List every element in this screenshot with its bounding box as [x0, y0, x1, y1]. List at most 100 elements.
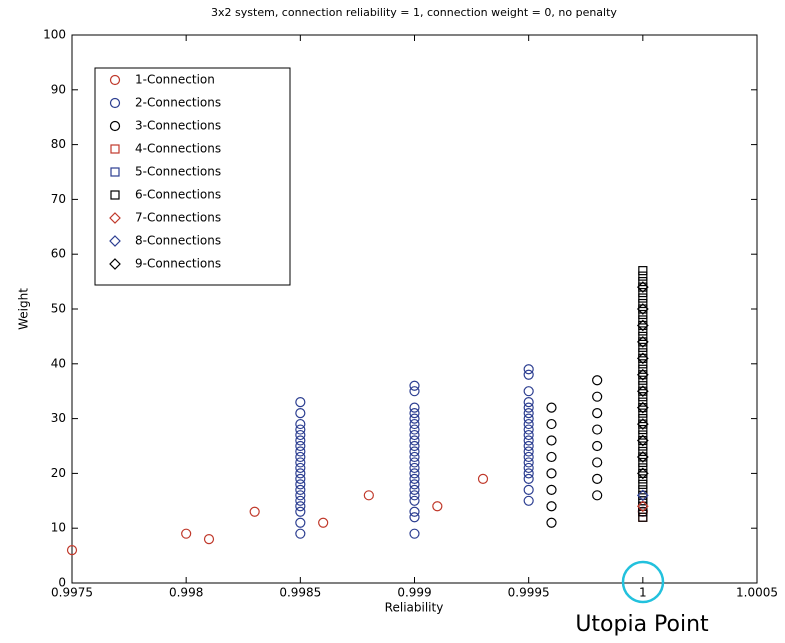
square-marker: [638, 468, 648, 478]
circle-marker: [546, 468, 557, 479]
circle-marker: [295, 479, 306, 490]
square-marker: [638, 370, 648, 380]
circle-marker: [295, 457, 306, 468]
circle-marker: [409, 512, 420, 523]
circle-marker: [523, 435, 534, 446]
square-marker: [638, 419, 648, 429]
circle-marker: [109, 120, 121, 132]
circle-marker: [409, 457, 420, 468]
legend-label: 3-Connections: [135, 119, 221, 133]
circle-marker: [295, 468, 306, 479]
square-marker: [638, 353, 648, 363]
circle-marker: [203, 534, 215, 545]
circle-marker: [295, 462, 306, 474]
circle-marker: [295, 440, 306, 452]
circle-marker: [409, 473, 420, 484]
square-marker: [638, 381, 648, 391]
circle-marker: [592, 391, 603, 402]
square-marker: [638, 298, 648, 309]
circle-marker: [409, 408, 420, 419]
y-tick-label: 90: [51, 82, 66, 96]
square-marker: [638, 485, 648, 495]
square-marker: [110, 167, 120, 177]
square-marker: [638, 348, 648, 358]
circle-marker: [523, 397, 534, 408]
circle-marker: [546, 484, 557, 495]
legend-label: 9-Connections: [135, 257, 221, 271]
diamond-marker: [636, 434, 649, 447]
circle-marker: [295, 484, 306, 495]
circle-marker: [523, 451, 534, 463]
circle-marker: [592, 490, 603, 501]
circle-marker: [295, 473, 306, 484]
square-marker: [638, 277, 648, 287]
circle-marker: [409, 402, 420, 413]
diamond-marker: [636, 467, 649, 480]
y-tick-label: 30: [51, 411, 66, 425]
circle-marker: [318, 517, 329, 528]
circle-marker: [523, 495, 534, 506]
x-tick-label: 1: [639, 586, 647, 600]
square-marker: [638, 282, 648, 292]
circle-marker: [546, 451, 557, 463]
square-marker: [638, 403, 648, 413]
circle-marker: [523, 386, 534, 397]
circle-marker: [181, 528, 192, 539]
legend-label: 5-Connections: [135, 165, 221, 179]
square-marker: [638, 304, 648, 314]
y-tick-label: 70: [51, 192, 66, 206]
square-marker: [638, 424, 648, 435]
diamond-marker: [636, 418, 649, 430]
circle-marker: [523, 369, 534, 380]
diamond-marker: [636, 385, 649, 398]
circle-marker: [523, 440, 534, 452]
circle-marker: [592, 440, 603, 452]
square-marker: [110, 190, 120, 200]
circle-marker: [523, 446, 534, 457]
annotation: Utopia Point: [575, 612, 709, 637]
diamond-marker: [636, 303, 649, 315]
square-marker: [638, 342, 648, 352]
circle-marker: [523, 473, 534, 484]
circle-marker: [295, 429, 306, 441]
circle-marker: [523, 402, 534, 413]
square-marker: [638, 507, 648, 517]
y-tick-label: 10: [51, 521, 66, 535]
circle-marker: [546, 435, 557, 446]
diamond-marker: [109, 235, 121, 247]
legend-label: 1-Connection: [135, 73, 215, 87]
circle-marker: [409, 418, 420, 430]
diamond-marker: [636, 281, 649, 293]
circle-marker: [523, 462, 534, 474]
square-marker: [638, 266, 648, 276]
square-marker: [638, 441, 648, 451]
square-marker: [638, 490, 648, 500]
circle-marker: [295, 446, 306, 457]
circle-marker: [523, 364, 534, 375]
square-marker: [638, 463, 648, 473]
circle-marker: [409, 451, 420, 463]
diamond-marker: [636, 352, 649, 365]
circle-marker: [523, 468, 534, 479]
circle-marker: [432, 501, 443, 512]
diamond-marker: [636, 451, 649, 463]
circle-marker: [409, 440, 420, 452]
circle-marker: [363, 490, 374, 501]
circle-marker: [295, 451, 306, 463]
circle-marker: [523, 457, 534, 468]
circle-marker: [546, 418, 557, 430]
circle-marker: [409, 528, 420, 539]
circle-marker: [523, 408, 534, 419]
x-tick-label: 0.999: [397, 586, 431, 600]
diamond-marker: [636, 500, 649, 513]
square-marker: [638, 457, 648, 468]
circle-marker: [523, 424, 534, 435]
x-tick-label: 0.998: [169, 586, 203, 600]
square-marker: [638, 364, 648, 374]
circle-marker: [409, 424, 420, 435]
x-tick-label: 0.9985: [279, 586, 321, 600]
circle-marker: [109, 74, 121, 86]
legend-label: 2-Connections: [135, 96, 221, 110]
circle-marker: [295, 418, 306, 430]
circle-marker: [109, 97, 121, 109]
